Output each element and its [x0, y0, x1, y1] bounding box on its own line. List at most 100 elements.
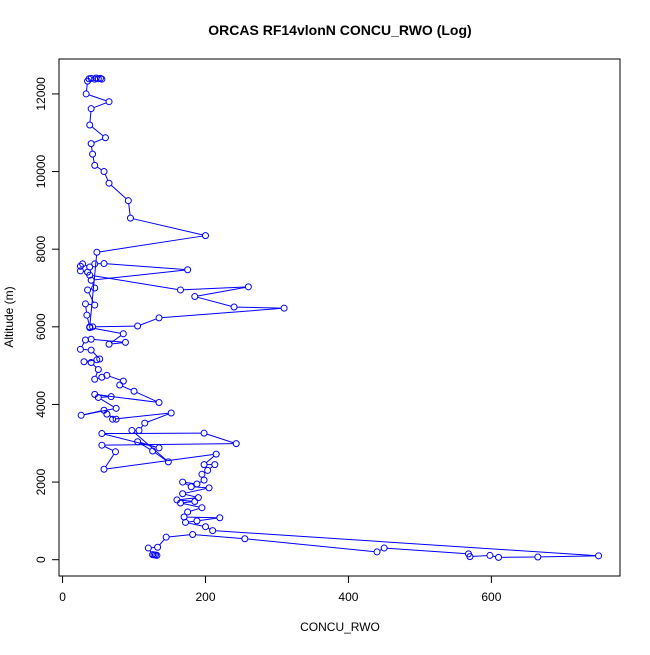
data-point: [194, 481, 200, 487]
series-segment: [105, 174, 108, 180]
data-point: [203, 524, 209, 530]
series-segment: [100, 236, 203, 252]
series-layer: [77, 75, 601, 560]
series-segment: [107, 264, 185, 270]
y-tick-label: 2000: [34, 468, 48, 495]
series-segment: [183, 502, 191, 503]
data-point: [535, 554, 541, 560]
data-point: [156, 315, 162, 321]
data-point: [596, 553, 602, 559]
series-segment: [188, 521, 193, 522]
data-point: [129, 427, 135, 433]
data-point: [180, 491, 186, 497]
data-point: [212, 462, 218, 468]
data-point: [142, 420, 148, 426]
data-point: [131, 388, 137, 394]
data-point: [163, 534, 169, 540]
data-point: [101, 466, 107, 472]
series-segment: [133, 219, 202, 235]
y-tick-label: 12000: [34, 77, 48, 111]
data-point: [145, 545, 151, 551]
series-segment: [82, 343, 84, 347]
series-segment: [186, 489, 207, 494]
data-point: [185, 267, 191, 273]
series-segment: [93, 276, 178, 290]
series-segment: [96, 326, 135, 327]
data-point: [213, 451, 219, 457]
data-point: [99, 442, 105, 448]
data-point: [106, 99, 112, 105]
data-point: [487, 552, 493, 558]
series-segment: [200, 518, 217, 520]
data-point: [92, 261, 98, 267]
series-segment: [94, 103, 106, 108]
data-point: [168, 410, 174, 416]
data-point: [90, 151, 96, 157]
y-tick-label: 0: [34, 556, 48, 563]
series-segment: [198, 297, 232, 306]
data-point: [194, 518, 200, 524]
data-point: [496, 554, 502, 560]
data-point: [101, 169, 107, 175]
data-point: [88, 347, 94, 353]
data-point: [88, 106, 94, 112]
data-point: [112, 449, 118, 455]
series-segment: [216, 531, 596, 556]
series-segment: [122, 386, 131, 390]
series-segment: [155, 453, 166, 460]
data-point: [233, 441, 239, 447]
data-point: [190, 531, 196, 537]
data-point: [87, 122, 93, 128]
series-segment: [207, 434, 233, 443]
y-tick-label: 8000: [34, 236, 48, 263]
series-segment: [387, 548, 465, 553]
series-segment: [97, 167, 101, 170]
series-segment: [94, 139, 103, 143]
data-point: [195, 495, 201, 501]
series-segment: [110, 376, 121, 380]
data-point: [88, 336, 94, 342]
data-point: [210, 528, 216, 534]
x-tick-label: 400: [338, 590, 358, 604]
series-segment: [162, 308, 281, 317]
data-point: [242, 536, 248, 542]
series-segment: [101, 399, 114, 407]
series-segment: [93, 157, 94, 162]
data-point: [81, 359, 87, 365]
series-segment: [88, 318, 89, 324]
x-tick-label: 200: [195, 590, 215, 604]
series-segment: [93, 365, 96, 368]
data-point: [122, 339, 128, 345]
series-segment: [206, 456, 214, 463]
series-segment: [112, 343, 122, 344]
data-point: [281, 305, 287, 311]
data-point: [192, 498, 198, 504]
series-segment: [185, 484, 188, 486]
data-point: [245, 284, 251, 290]
data-point: [106, 180, 112, 186]
data-point: [82, 337, 88, 343]
data-point: [199, 471, 205, 477]
data-point: [95, 367, 101, 373]
series-segment: [196, 535, 242, 539]
chart-title: ORCAS RF14vlonN CONCU_RWO (Log): [208, 22, 471, 38]
data-point: [85, 287, 91, 293]
data-point: [120, 331, 126, 337]
data-point: [92, 162, 98, 168]
series-segment: [186, 482, 194, 483]
series-segment: [90, 112, 91, 122]
data-point: [185, 509, 191, 515]
data-point: [102, 135, 108, 141]
data-point: [165, 459, 171, 465]
data-point: [201, 477, 207, 483]
data-point: [94, 249, 100, 255]
data-point: [206, 485, 212, 491]
series-segment: [86, 307, 87, 312]
series-segment: [187, 517, 217, 518]
series-segment: [473, 556, 487, 557]
data-point: [125, 198, 131, 204]
series-segment: [541, 556, 596, 557]
y-axis-label: Altitude (m): [2, 286, 16, 347]
series-segment: [96, 372, 97, 376]
data-point: [381, 545, 387, 551]
